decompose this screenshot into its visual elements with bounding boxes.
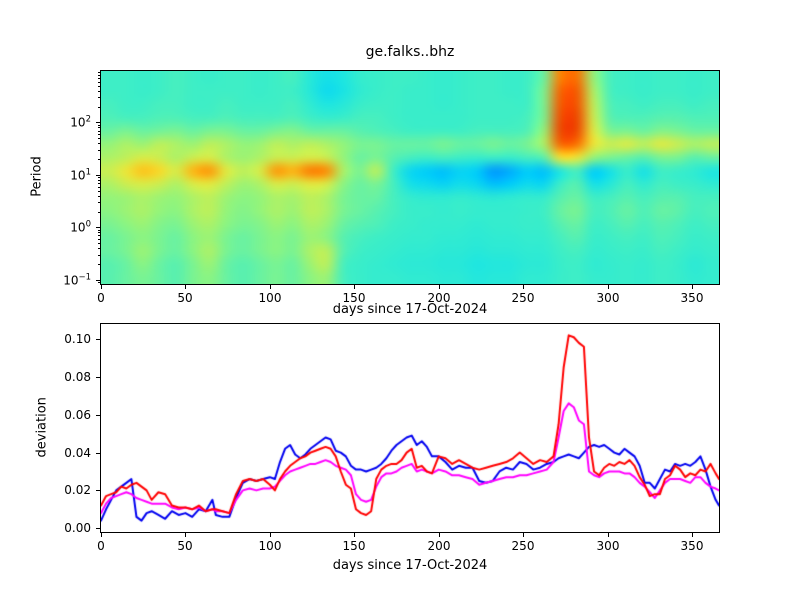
y-minor-tick (98, 212, 100, 213)
y-tick (96, 122, 100, 123)
chart-title: ge.falks..bhz (365, 44, 455, 60)
y-tick-label: 0.06 (64, 408, 91, 422)
x-tick-label: 300 (596, 291, 620, 305)
y-minor-tick (98, 243, 100, 244)
x-tick (523, 533, 524, 537)
x-tick (185, 285, 186, 289)
y-tick-label: 100 (70, 219, 91, 235)
y-minor-tick (98, 86, 100, 87)
y-tick-label: 0.08 (64, 370, 91, 384)
y-minor-tick (98, 134, 100, 135)
y-minor-tick (98, 72, 100, 73)
y-tick-label: 10−1 (63, 272, 91, 288)
y-minor-tick (98, 239, 100, 240)
deviation-line-chart (101, 324, 719, 532)
x-tick-label: 350 (680, 291, 704, 305)
x-tick-label: 0 (97, 291, 105, 305)
spectrogram-axes (100, 70, 720, 285)
y-minor-tick (98, 264, 100, 265)
y-minor-tick (98, 143, 100, 144)
y-minor-tick (98, 78, 100, 79)
y-minor-tick (98, 75, 100, 76)
y-minor-tick (98, 196, 100, 197)
x-tick (270, 533, 271, 537)
x-tick-label: 350 (680, 539, 704, 553)
x-tick-label: 100 (258, 539, 282, 553)
y-minor-tick (98, 159, 100, 160)
y-tick-label: 0.10 (64, 332, 91, 346)
y-minor-tick (98, 187, 100, 188)
x-tick-label: 0 (97, 539, 105, 553)
y-minor-tick (98, 183, 100, 184)
y-minor-tick (98, 150, 100, 151)
top-x-axis-label: days since 17-Oct-2024 (332, 302, 488, 317)
x-tick-label: 200 (427, 291, 451, 305)
deviation-axes (100, 323, 720, 533)
y-tick (96, 339, 100, 340)
y-tick (96, 377, 100, 378)
y-tick (96, 490, 100, 491)
y-minor-tick (98, 230, 100, 231)
x-tick-label: 50 (177, 291, 193, 305)
x-tick (185, 533, 186, 537)
y-minor-tick (98, 127, 100, 128)
y-tick-label: 101 (70, 167, 91, 183)
y-minor-tick (98, 232, 100, 233)
y-minor-tick (98, 202, 100, 203)
x-tick-label: 250 (511, 539, 535, 553)
x-tick (439, 533, 440, 537)
x-tick (354, 285, 355, 289)
y-tick (96, 175, 100, 176)
y-minor-tick (98, 282, 100, 283)
y-minor-tick (98, 131, 100, 132)
y-minor-tick (98, 125, 100, 126)
x-tick-label: 150 (342, 291, 366, 305)
y-tick-label: 102 (70, 114, 91, 130)
y-minor-tick (98, 177, 100, 178)
x-tick-label: 50 (177, 539, 193, 553)
y-minor-tick (98, 255, 100, 256)
x-tick (692, 533, 693, 537)
y-minor-tick (98, 91, 100, 92)
x-tick (608, 285, 609, 289)
y-tick (96, 227, 100, 228)
y-minor-tick (98, 138, 100, 139)
x-tick-label: 150 (342, 539, 366, 553)
x-tick (270, 285, 271, 289)
bottom-x-axis-label: days since 17-Oct-2024 (332, 558, 488, 573)
x-tick-label: 300 (596, 539, 620, 553)
x-tick-label: 250 (511, 291, 535, 305)
x-tick (101, 533, 102, 537)
y-minor-tick (98, 107, 100, 108)
x-tick-label: 200 (427, 539, 451, 553)
y-tick (96, 415, 100, 416)
x-tick (523, 285, 524, 289)
y-minor-tick (98, 180, 100, 181)
spectrogram-heatmap (101, 71, 719, 284)
x-tick (608, 533, 609, 537)
x-tick (101, 285, 102, 289)
y-minor-tick (98, 248, 100, 249)
y-tick (96, 528, 100, 529)
x-tick (439, 285, 440, 289)
y-minor-tick (98, 97, 100, 98)
y-tick-label: 0.02 (64, 483, 91, 497)
y-minor-tick (98, 191, 100, 192)
x-tick-label: 100 (258, 291, 282, 305)
x-tick (692, 285, 693, 289)
y-tick-label: 0.00 (64, 521, 91, 535)
y-tick (96, 453, 100, 454)
y-tick (96, 280, 100, 281)
y-minor-tick (98, 82, 100, 83)
y-minor-tick (98, 235, 100, 236)
x-tick (354, 533, 355, 537)
y-tick-label: 0.04 (64, 446, 91, 460)
